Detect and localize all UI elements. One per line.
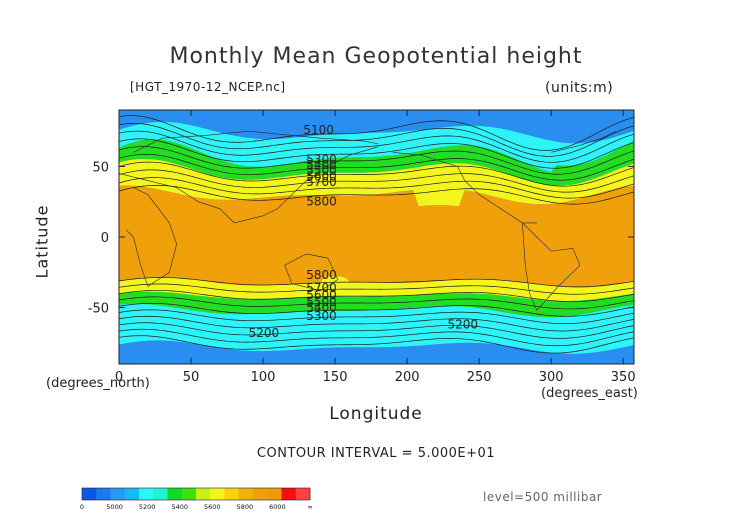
contour-label: 5400 [306,158,337,172]
file-label: [HGT_1970-12_NCEP.nc] [130,80,286,94]
colorbar-swatch [110,488,126,500]
colorbar-swatch [153,488,168,500]
x-axis-label: Longitude [329,404,423,424]
contour-label: 5500 [306,164,337,178]
colorbar-swatch [267,488,282,500]
contour-label: 5600 [306,288,337,302]
colorbar-tick-label: 0 [80,503,84,511]
colorbar-tick-label: 5200 [139,503,156,511]
contour-label: 5700 [306,175,337,189]
colorbar: 0 5000 5200 5400 5600 5800 6000 ∞ [80,487,313,511]
level-text: level=500 millibar [483,490,603,504]
y-axis-label: Latitude [32,204,52,279]
chart-title: Monthly Mean Geopotential height [169,44,583,69]
contour-labels: 5100530054005500560057005800580057005600… [249,123,478,340]
x-unit-label-right: (degrees_east) [541,386,638,401]
x-tick-label: 100 [251,370,276,385]
x-tick-label: 250 [467,370,492,385]
y-tick-label: 50 [92,160,109,175]
colorbar-tick-label: 5600 [204,503,221,511]
contour-label: 5600 [306,169,337,183]
x-tick-label: 50 [183,370,200,385]
colorbar-swatch [295,488,311,500]
band-5600-north [119,158,634,207]
band-5400-north [119,139,634,186]
y-tick-label: -50 [88,302,109,317]
colorbar-swatch [181,488,197,500]
contour-label: 5300 [306,309,337,323]
contour-label: 5400 [306,301,337,315]
colorbar-swatch [167,488,183,500]
x-tick-label: 0 [115,370,123,385]
x-tick-label: 150 [323,370,348,385]
colorbar-tick-label: 5400 [171,503,188,511]
colorbar-tick-label: 5800 [237,503,254,511]
contour-label: 5800 [306,195,337,209]
contour-label: 5500 [306,295,337,309]
x-unit-label-left: (degrees_north) [46,376,150,391]
y-tick-label: 0 [101,231,109,246]
contour-label: 5200 [447,317,478,331]
colorbar-swatch [210,488,225,500]
coastlines [119,130,617,311]
contour-label: 5300 [306,152,337,166]
contour-label: 5100 [303,123,334,137]
x-tick-label: 350 [611,370,636,385]
x-tick-label: 300 [539,370,564,385]
colorbar-tick-label: 6000 [269,503,286,511]
contour-label: 5200 [249,326,280,340]
colorbar-swatch [82,488,97,500]
units-label: (units:m) [545,80,614,96]
colorbar-tick-label: 5000 [106,503,123,511]
contour-label: 5800 [306,268,337,282]
contour-label: 5700 [306,281,337,295]
geopotential-field [119,121,634,354]
colorbar-swatch [124,488,140,500]
band-5800-tropics [119,185,634,288]
colorbar-swatch [281,488,297,500]
colorbar-swatch [139,488,154,500]
colorbar-swatch [224,488,240,500]
axes: 0 50 100 150 200 250 300 350 50 0 -50 [88,110,636,385]
x-tick-label: 200 [395,370,420,385]
colorbar-swatch [196,488,211,500]
colorbar-tick-label: ∞ [307,503,312,511]
colorbar-swatch [253,488,268,500]
contour-lines [119,115,634,354]
contour-interval-text: CONTOUR INTERVAL = 5.000E+01 [256,446,496,461]
colorbar-swatch [96,488,111,500]
band-5400-south [119,291,634,318]
colorbar-swatch [238,488,254,500]
